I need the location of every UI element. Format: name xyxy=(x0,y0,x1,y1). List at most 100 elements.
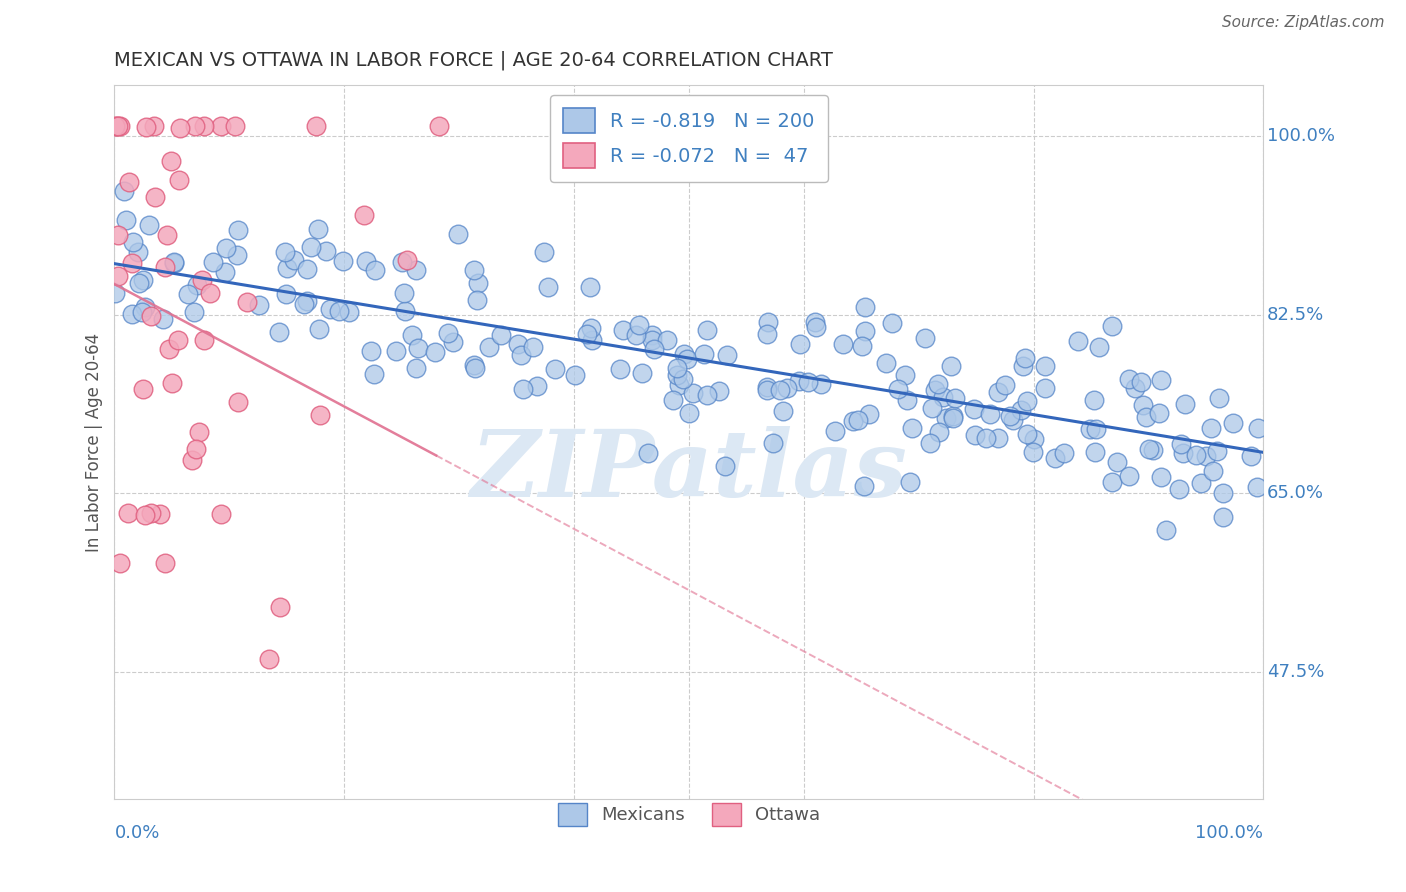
Point xyxy=(806,319,828,334)
Point xyxy=(1085,422,1108,436)
Point xyxy=(998,409,1021,423)
Point xyxy=(160,376,183,390)
Point xyxy=(1154,523,1177,537)
Point xyxy=(143,119,166,133)
Point xyxy=(354,254,377,268)
Point xyxy=(391,255,413,269)
Point xyxy=(112,184,135,198)
Point xyxy=(921,401,943,416)
Point xyxy=(108,119,131,133)
Point xyxy=(489,327,512,342)
Point xyxy=(1201,464,1223,478)
Point xyxy=(295,262,318,277)
Point xyxy=(537,280,560,294)
Point xyxy=(1171,446,1194,460)
Point xyxy=(193,333,215,347)
Point xyxy=(198,286,221,301)
Point xyxy=(665,360,688,375)
Point xyxy=(756,326,779,341)
Point xyxy=(1105,455,1128,469)
Point xyxy=(628,318,651,333)
Point xyxy=(226,395,249,409)
Point xyxy=(1150,373,1173,387)
Point xyxy=(1022,445,1045,459)
Point xyxy=(167,173,190,187)
Point xyxy=(467,276,489,290)
Point xyxy=(1043,450,1066,465)
Point xyxy=(436,326,458,340)
Point xyxy=(575,326,598,341)
Point xyxy=(193,119,215,133)
Point xyxy=(707,384,730,399)
Point xyxy=(394,304,416,318)
Point xyxy=(1147,406,1170,420)
Point xyxy=(225,248,247,262)
Point xyxy=(299,240,322,254)
Point xyxy=(127,245,149,260)
Point xyxy=(131,305,153,319)
Point xyxy=(803,315,825,329)
Point xyxy=(128,276,150,290)
Point xyxy=(446,227,468,241)
Point xyxy=(463,358,485,372)
Point xyxy=(134,508,156,522)
Point xyxy=(824,424,846,438)
Point xyxy=(696,388,718,402)
Point xyxy=(852,479,875,493)
Point xyxy=(132,382,155,396)
Point xyxy=(1208,391,1230,405)
Point xyxy=(1087,340,1109,354)
Point xyxy=(183,305,205,319)
Point xyxy=(1170,437,1192,451)
Point xyxy=(441,334,464,349)
Point xyxy=(1123,381,1146,395)
Point xyxy=(672,372,695,386)
Point xyxy=(979,407,1001,421)
Point xyxy=(1118,469,1140,483)
Point xyxy=(1201,421,1223,435)
Point xyxy=(315,244,337,258)
Point xyxy=(762,435,785,450)
Point xyxy=(1132,398,1154,412)
Point xyxy=(107,269,129,284)
Point xyxy=(477,340,499,354)
Point xyxy=(121,307,143,321)
Point xyxy=(641,328,664,343)
Point xyxy=(668,378,690,392)
Point xyxy=(851,339,873,353)
Point xyxy=(105,119,128,133)
Point xyxy=(682,386,704,401)
Point xyxy=(935,411,957,425)
Point xyxy=(512,382,534,396)
Point xyxy=(508,336,530,351)
Point xyxy=(672,346,695,360)
Point xyxy=(755,380,778,394)
Point xyxy=(269,599,291,614)
Point xyxy=(1212,485,1234,500)
Point xyxy=(875,356,897,370)
Point xyxy=(963,428,986,442)
Point xyxy=(1118,372,1140,386)
Text: 82.5%: 82.5% xyxy=(1267,306,1324,324)
Point xyxy=(118,175,141,189)
Point xyxy=(169,120,191,135)
Point xyxy=(1222,416,1244,430)
Point xyxy=(209,507,232,521)
Point xyxy=(283,252,305,267)
Point xyxy=(247,298,270,312)
Point xyxy=(353,208,375,222)
Point xyxy=(276,287,298,301)
Point xyxy=(274,245,297,260)
Point xyxy=(846,413,869,427)
Point xyxy=(853,300,876,314)
Point xyxy=(307,222,329,236)
Point xyxy=(464,360,486,375)
Point xyxy=(1012,359,1035,373)
Point xyxy=(564,368,586,383)
Point xyxy=(1101,319,1123,334)
Point xyxy=(579,321,602,335)
Point xyxy=(202,255,225,269)
Point xyxy=(1001,413,1024,427)
Point xyxy=(893,368,915,383)
Point xyxy=(1035,359,1057,374)
